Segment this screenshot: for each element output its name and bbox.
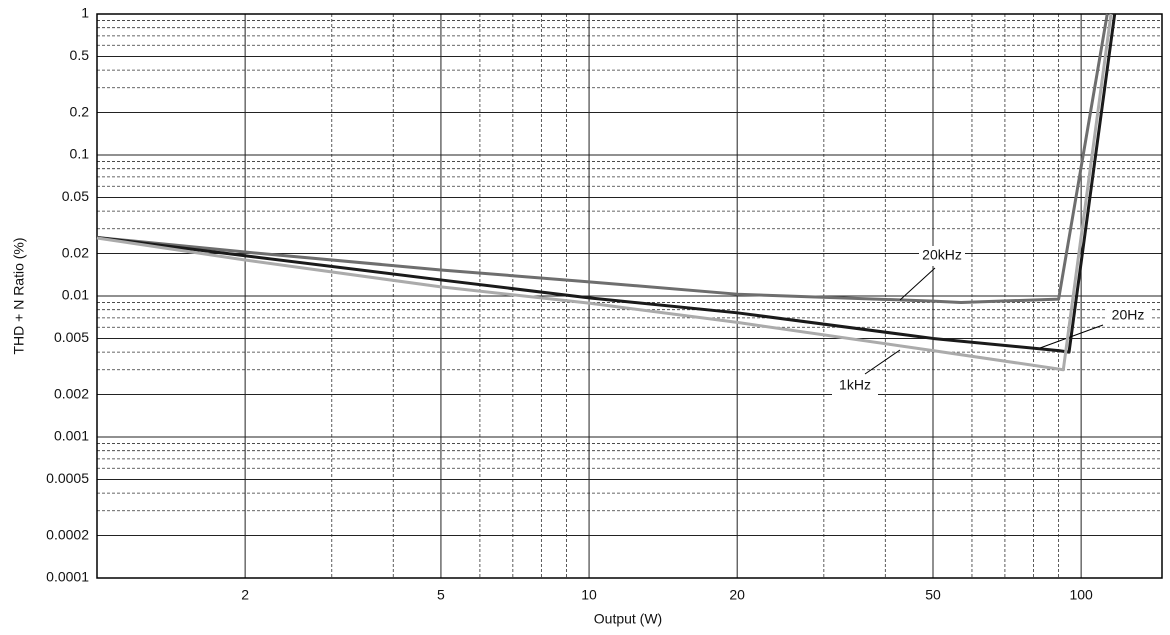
- y-tick-label: 0.005: [54, 329, 89, 345]
- x-tick-label: 50: [925, 587, 941, 603]
- x-tick-label: 10: [581, 587, 597, 603]
- series-label: 20kHz: [922, 247, 962, 263]
- y-tick-label: 0.0002: [46, 526, 89, 542]
- y-tick-label: 0.001: [54, 428, 89, 444]
- series-line: [96, 13, 1113, 372]
- label-background: [832, 376, 878, 396]
- y-tick-label: 0.0001: [46, 569, 89, 585]
- y-tick-label: 0.02: [62, 244, 89, 260]
- label-leader: [864, 349, 901, 375]
- x-tick-label: 2: [241, 587, 249, 603]
- x-axis-label: Output (W): [594, 611, 662, 627]
- series-label: 20Hz: [1112, 307, 1145, 323]
- y-tick-label: 0.2: [70, 103, 90, 119]
- x-tick-label: 20: [729, 587, 745, 603]
- label-leader: [899, 267, 936, 301]
- y-tick-label: 0.01: [62, 287, 89, 303]
- label-leader: [1039, 324, 1104, 349]
- series-label: 1kHz: [839, 377, 871, 393]
- y-tick-label: 1: [81, 5, 89, 21]
- series-line: [96, 13, 1109, 304]
- y-tick-label: 0.05: [62, 188, 89, 204]
- y-tick-label: 0.0005: [46, 470, 89, 486]
- label-background: [919, 246, 965, 266]
- y-tick-label: 0.1: [70, 146, 90, 162]
- y-tick-label: 0.002: [54, 385, 89, 401]
- y-tick-label: 0.5: [70, 47, 90, 63]
- x-tick-label: 100: [1069, 587, 1093, 603]
- y-axis-label: THD + N Ratio (%): [11, 237, 27, 354]
- plot-frame: [96, 13, 1163, 579]
- label-background: [1105, 306, 1151, 326]
- x-tick-label: 5: [437, 587, 445, 603]
